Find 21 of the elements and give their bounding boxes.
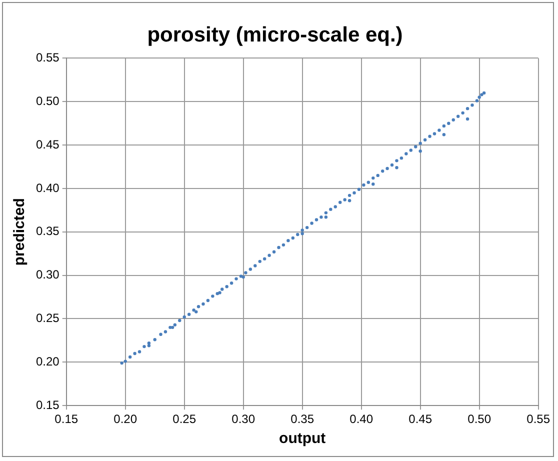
y-tick-label: 0.20	[36, 354, 60, 368]
x-tick-label: 0.45	[408, 412, 432, 426]
y-tick-label: 0.15	[36, 398, 60, 412]
y-axis-title: predicted	[11, 198, 28, 266]
x-tick-label: 0.35	[290, 412, 314, 426]
y-tick-label: 0.35	[36, 224, 60, 238]
x-tick-label: 0.50	[468, 412, 492, 426]
x-tick-label: 0.15	[54, 412, 78, 426]
x-axis-title: output	[279, 430, 326, 448]
x-tick-label: 0.55	[526, 412, 550, 426]
chart-title: porosity (micro-scale eq.)	[147, 23, 403, 46]
x-tick-label: 0.40	[350, 412, 374, 426]
x-tick-label: 0.20	[114, 412, 138, 426]
y-tick-label: 0.40	[36, 180, 60, 195]
y-tick-label: 0.30	[36, 268, 60, 282]
y-tick-label: 0.25	[36, 311, 60, 326]
y-tick-label: 0.55	[36, 50, 60, 65]
x-tick-label: 0.30	[232, 412, 256, 426]
x-tick-label: 0.25	[172, 412, 196, 426]
y-tick-label: 0.45	[36, 137, 60, 152]
y-tick-label: 0.50	[36, 94, 60, 108]
